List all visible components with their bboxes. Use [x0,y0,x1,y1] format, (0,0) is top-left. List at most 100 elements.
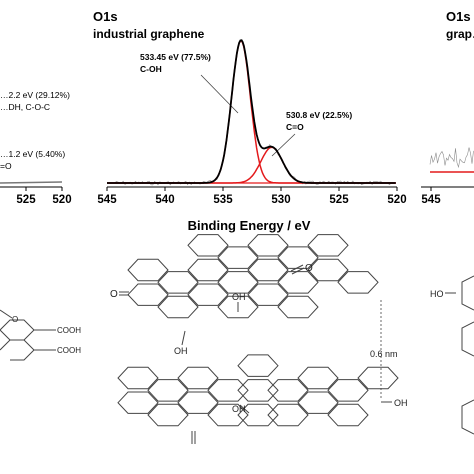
center-title: O1s [93,9,118,24]
right-noise-trace [429,147,474,169]
left-tick-label-520: 520 [52,194,71,206]
right-structure [445,275,474,435]
center-tick-label-540: 540 [155,194,174,206]
right-xps-panel: O1s grap… 545 [421,9,474,206]
sheet-top-hexagon [217,295,259,319]
left-ether-oxygen: O [12,315,18,324]
sheet-bottom-hexagon [117,366,159,390]
peak2-leader-line [271,133,296,157]
left-structure [0,309,56,361]
right-ring-2 [461,321,474,357]
sheet-top-hexagon [157,295,199,319]
center-x-ticks: 545 540 535 530 525 520 [97,187,407,206]
sheet-bottom-hexagon [147,403,189,427]
left-bond [0,309,13,319]
functional-group-bonds [119,264,392,444]
carbonyl-o-left: O [110,289,118,300]
left-cooh-1: COOH [57,326,81,335]
graphene-sheet-top [127,234,379,319]
sheet-bottom-hexagon [237,379,279,402]
center-tick-label-535: 535 [213,194,233,206]
left-cooh-2: COOH [57,346,81,355]
sheet-bottom-hexagon [207,403,249,427]
sheet-bottom-hexagon [117,391,159,414]
sheet-top-hexagon [187,234,229,257]
sheet-top-hexagon [187,258,229,282]
right-ring-3 [461,399,474,435]
right-tick-label-545: 545 [421,194,441,206]
sheet-bottom-hexagon [357,366,399,390]
hydroxyl-label-3: OH [232,404,246,414]
interlayer-spacing-label: 0.6 nm [370,349,398,359]
right-hydroxyl-label: HO [430,289,444,299]
sheet-bottom-hexagon [177,391,219,414]
right-title: O1s [446,9,471,24]
center-tick-label-520: 520 [387,194,406,206]
sheet-top-hexagon [157,271,199,294]
center-tick-label-545: 545 [97,194,117,206]
left-annotation-2: …DH, C-O-C [0,102,50,112]
sheet-top-hexagon [247,283,289,306]
fit-envelope [107,39,396,184]
sheet-top-hexagon [277,295,319,319]
left-annotation-1: …2.2 eV (29.12%) [0,90,70,100]
left-xps-panel: …2.2 eV (29.12%) …DH, C-O-C …1.2 eV (5.4… [0,90,72,206]
peak2-label: 530.8 eV (22.5%) [286,110,352,120]
sheet-bottom-hexagon [267,403,309,427]
peak1-assignment: C-OH [140,64,162,74]
sheet-bottom-hexagon [327,403,369,427]
graphene-sheet-bottom [117,354,399,427]
sheet-top-hexagon [127,258,169,282]
hydroxyl-bond-3 [239,404,250,414]
center-x-axis-label: Binding Energy / eV [188,218,311,233]
sheet-bottom-hexagon [297,391,339,414]
sheet-bottom-hexagon [267,379,309,402]
sheet-top-hexagon [187,283,229,306]
sheet-bottom-hexagon [147,379,189,402]
sheet-bottom-hexagon [237,354,279,377]
sheet-bottom-hexagon [237,403,279,427]
sheet-bottom-hexagon [207,379,249,402]
left-annotation-3: …1.2 eV (5.40%) [0,149,65,159]
fit-component-2 [107,146,396,184]
sheet-bottom-hexagon [297,366,339,390]
center-plot-area [107,39,396,186]
fit-component-1 [107,40,396,184]
right-noisy-spectrum [429,147,474,169]
carbonyl-bond-left [119,291,129,296]
center-xps-panel: O1s industrial graphene 533.45 eV (77.5%… [93,9,407,233]
center-tick-label-530: 530 [271,194,290,206]
left-baseline [0,181,63,184]
sheet-top-hexagon [217,246,259,269]
left-ring-2 [0,339,35,361]
left-cooh-bonds [34,329,56,351]
hydroxyl-label-1: OH [232,292,246,302]
left-annotation-4: =O [0,161,12,171]
sheet-top-hexagon [277,246,319,269]
sheet-top-hexagon [307,234,349,257]
sheet-bottom-hexagon [327,379,369,402]
right-subtitle: grap… [446,27,474,41]
peak1-leader-line [200,74,239,114]
hydroxyl-bond-2 [181,330,186,346]
center-tick-label-525: 525 [329,194,349,206]
carbonyl-o-top: O [305,263,313,274]
sheet-bottom-hexagon [177,366,219,390]
right-ring-1 [461,275,474,311]
left-ticks [25,187,63,191]
sheet-top-hexagon [277,271,319,294]
sheet-top-hexagon [247,258,289,282]
hydroxyl-label-4: OH [394,398,408,408]
sheet-top-hexagon [247,234,289,257]
peak2-assignment: C=O [286,122,304,132]
hydroxyl-label-2: OH [174,346,188,356]
left-tick-label-525: 525 [16,194,36,206]
carbonyl-bond-bottom [191,431,196,444]
center-subtitle: industrial graphene [93,27,205,41]
sheet-top-hexagon [217,271,259,294]
sheet-top-hexagon [307,258,349,282]
peak1-label: 533.45 eV (77.5%) [140,52,211,62]
carbonyl-bond-top [290,264,305,275]
sheet-top-hexagon [337,271,379,294]
